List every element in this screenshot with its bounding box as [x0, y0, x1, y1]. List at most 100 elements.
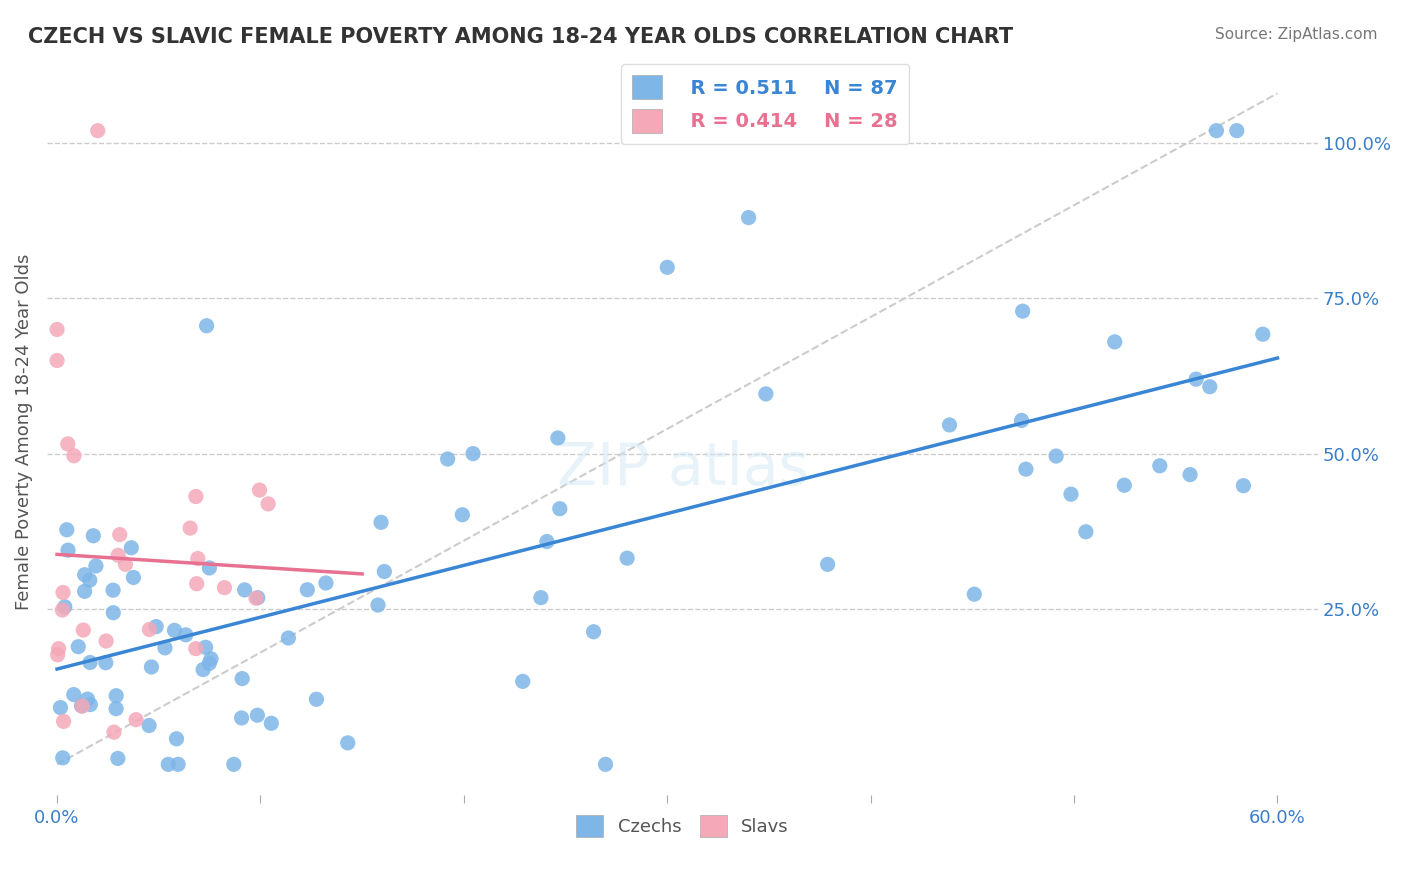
Point	[105, 689, 128, 703]
Point	[817, 558, 839, 572]
Point	[76, 692, 98, 706]
Point	[582, 624, 605, 639]
Point	[1045, 449, 1067, 463]
Legend: Czechs, Slavs: Czechs, Slavs	[569, 808, 796, 845]
Point	[56, 437, 79, 451]
Point	[194, 640, 217, 655]
Point	[82, 529, 104, 543]
Point	[315, 576, 337, 591]
Point	[153, 640, 176, 655]
Point	[184, 490, 207, 504]
Point	[530, 591, 553, 605]
Point	[157, 757, 180, 772]
Point	[120, 541, 142, 555]
Point	[63, 449, 86, 463]
Point	[179, 521, 201, 535]
Point	[114, 558, 136, 572]
Point	[107, 549, 129, 563]
Point	[200, 652, 222, 666]
Text: CZECH VS SLAVIC FEMALE POVERTY AMONG 18-24 YEAR OLDS CORRELATION CHART: CZECH VS SLAVIC FEMALE POVERTY AMONG 18-…	[28, 27, 1014, 46]
Point	[1104, 334, 1126, 349]
Point	[138, 718, 160, 732]
Point	[105, 701, 128, 715]
Point	[370, 516, 392, 530]
Point	[52, 714, 75, 729]
Point	[67, 640, 90, 654]
Point	[108, 527, 131, 541]
Point	[616, 551, 638, 566]
Point	[56, 523, 79, 537]
Point	[62, 688, 84, 702]
Point	[277, 631, 299, 645]
Point	[103, 606, 125, 620]
Point	[297, 582, 319, 597]
Point	[79, 698, 101, 712]
Point	[1198, 380, 1220, 394]
Point	[249, 483, 271, 497]
Point	[191, 663, 214, 677]
Point	[512, 674, 534, 689]
Point	[231, 711, 253, 725]
Point	[48, 641, 70, 656]
Point	[166, 731, 188, 746]
Point	[436, 452, 458, 467]
Point	[167, 757, 190, 772]
Point	[260, 716, 283, 731]
Point	[246, 591, 269, 605]
Point	[755, 387, 778, 401]
Point	[938, 417, 960, 432]
Point	[536, 534, 558, 549]
Point	[1178, 467, 1201, 482]
Point	[51, 603, 73, 617]
Point	[46, 353, 69, 368]
Point	[163, 624, 186, 638]
Point	[186, 576, 208, 591]
Point	[336, 736, 359, 750]
Point	[595, 757, 617, 772]
Point	[257, 497, 280, 511]
Point	[52, 585, 75, 599]
Point	[1232, 478, 1254, 492]
Point	[245, 591, 267, 606]
Text: ZIP atlas: ZIP atlas	[557, 440, 808, 497]
Point	[1149, 458, 1171, 473]
Point	[72, 623, 94, 637]
Point	[46, 648, 69, 662]
Text: Source: ZipAtlas.com: Source: ZipAtlas.com	[1215, 27, 1378, 42]
Point	[141, 660, 163, 674]
Point	[101, 583, 124, 598]
Point	[1015, 462, 1038, 476]
Point	[103, 725, 125, 739]
Point	[72, 698, 94, 713]
Point	[461, 447, 484, 461]
Point	[451, 508, 474, 522]
Point	[56, 543, 79, 558]
Point	[1251, 327, 1274, 342]
Point	[145, 619, 167, 633]
Point	[46, 322, 69, 336]
Point	[305, 692, 328, 706]
Point	[1226, 123, 1249, 137]
Point	[138, 623, 160, 637]
Point	[79, 656, 101, 670]
Point	[122, 570, 145, 584]
Point	[737, 211, 759, 225]
Point	[198, 657, 221, 671]
Point	[1060, 487, 1083, 501]
Point	[1011, 304, 1033, 318]
Point	[657, 260, 679, 275]
Point	[233, 582, 256, 597]
Point	[198, 561, 221, 575]
Point	[548, 501, 571, 516]
Point	[1011, 413, 1033, 427]
Point	[84, 558, 107, 573]
Point	[246, 708, 269, 723]
Y-axis label: Female Poverty Among 18-24 Year Olds: Female Poverty Among 18-24 Year Olds	[15, 253, 32, 610]
Point	[107, 751, 129, 765]
Point	[125, 713, 148, 727]
Point	[79, 573, 101, 587]
Point	[174, 628, 197, 642]
Point	[367, 598, 389, 612]
Point	[214, 581, 236, 595]
Point	[231, 672, 253, 686]
